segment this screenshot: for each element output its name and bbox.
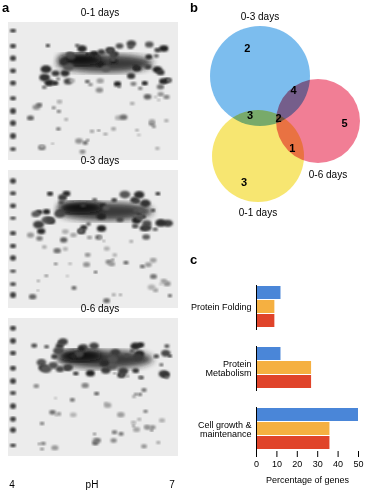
svg-text:ProteinMetabolism: ProteinMetabolism (205, 359, 251, 378)
svg-text:Cell growth &maintenance: Cell growth &maintenance (198, 420, 252, 439)
svg-text:0: 0 (254, 459, 259, 469)
svg-text:50: 50 (353, 459, 363, 469)
html-text:a: a (2, 0, 10, 15)
html-text:c: c (190, 252, 198, 267)
svg-text:0-1 days: 0-1 days (239, 207, 277, 218)
svg-text:1: 1 (289, 142, 295, 154)
svg-text:10: 10 (272, 459, 282, 469)
svg-text:40: 40 (333, 459, 343, 469)
svg-text:7: 7 (169, 479, 175, 490)
svg-text:2: 2 (244, 42, 250, 54)
svg-text:3: 3 (247, 109, 253, 121)
svg-text:Protein Folding: Protein Folding (191, 302, 252, 312)
svg-text:0-3 days: 0-3 days (81, 155, 119, 166)
svg-text:0-3 days: 0-3 days (241, 11, 279, 22)
svg-text:0-6 days: 0-6 days (81, 303, 119, 314)
svg-text:3: 3 (241, 176, 247, 188)
svg-text:20: 20 (292, 459, 302, 469)
svg-text:5: 5 (341, 117, 347, 129)
svg-text:Percentage of genes: Percentage of genes (266, 475, 350, 485)
svg-text:4: 4 (291, 84, 298, 96)
html-text:b: b (190, 0, 198, 15)
svg-text:pH: pH (86, 479, 99, 490)
svg-text:0-1 days: 0-1 days (81, 7, 119, 18)
svg-text:30: 30 (313, 459, 323, 469)
svg-text:2: 2 (276, 112, 282, 124)
svg-text:4: 4 (9, 479, 15, 490)
svg-text:0-6 days: 0-6 days (309, 169, 347, 180)
